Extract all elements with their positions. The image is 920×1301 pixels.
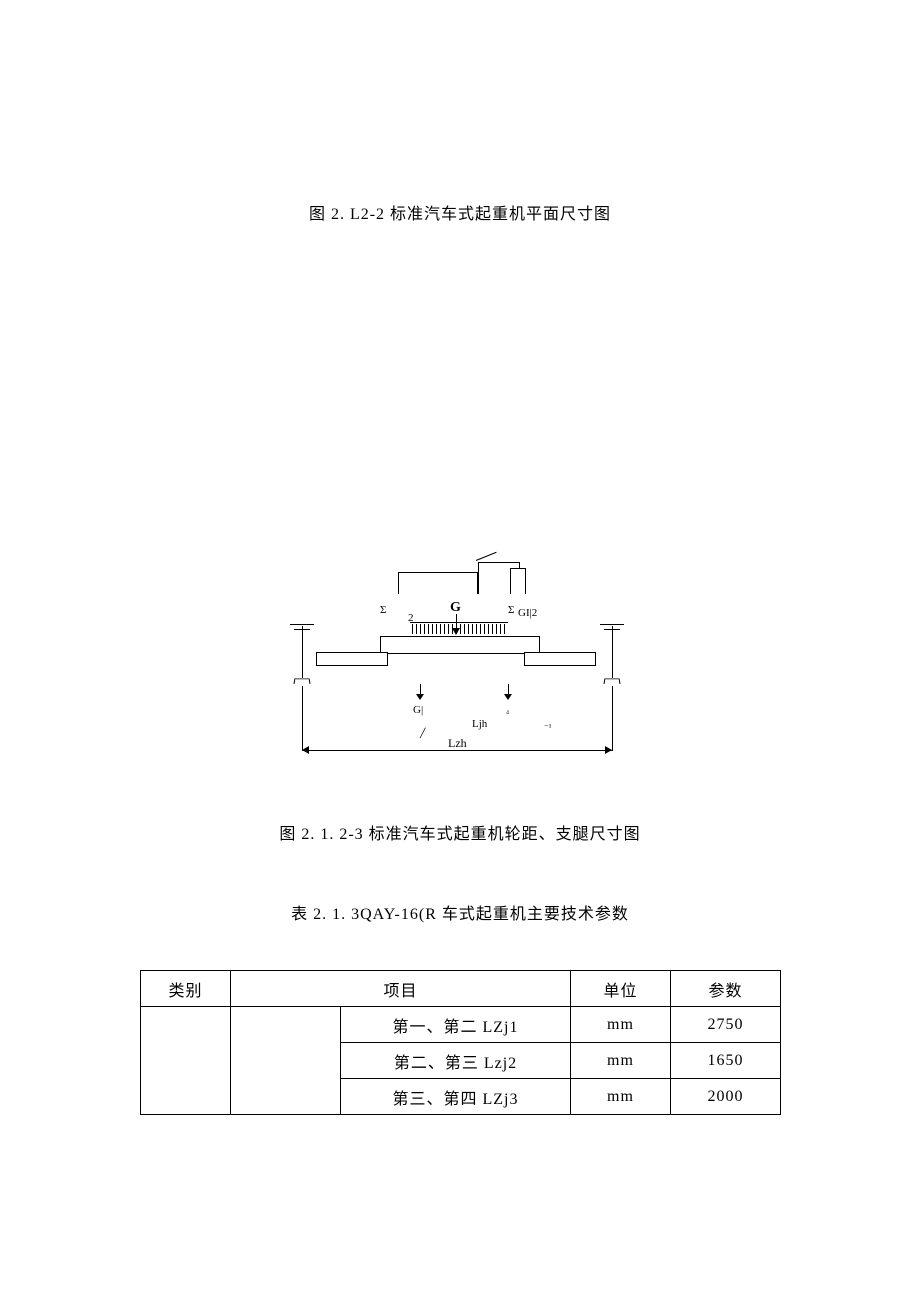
- parameter-table: 类别 项目 单位 参数 第一、第二 LZj1 mm 2750 第二、第三 Lzj…: [140, 970, 781, 1115]
- ljh-left-tick: ╱: [420, 728, 425, 739]
- lzh-left-arrow-icon: [302, 746, 309, 754]
- arrow-gi-head-icon: [416, 694, 424, 700]
- jack-right-foot-icon: [603, 678, 620, 683]
- th-category: 类别: [141, 971, 231, 1007]
- parameter-table-wrap: 类别 项目 单位 参数 第一、第二 LZj1 mm 2750 第二、第三 Lzj…: [140, 970, 781, 1115]
- outrigger-left: [316, 652, 388, 666]
- lzh-right-ext: [612, 686, 613, 750]
- hatch-top: [410, 622, 508, 623]
- cell-param-2: 1650: [671, 1043, 781, 1079]
- arrow-r-head-icon: [504, 694, 512, 700]
- sigma-left-icon: Σ: [380, 604, 386, 616]
- diagram-tick-r: ₄: [506, 704, 509, 714]
- diagram-label-GI2: GI|2: [518, 607, 537, 619]
- lzh-left-ext: [302, 686, 303, 750]
- th-item: 项目: [231, 971, 571, 1007]
- cell-param-1: 2750: [671, 1007, 781, 1043]
- figure-caption-2: 图 2. 1. 2-3 标准汽车式起重机轮距、支腿尺寸图: [0, 820, 920, 844]
- jack-left-shaft: [302, 626, 303, 678]
- cell-item-outer-merged: [231, 1007, 341, 1115]
- jack-right-shaft: [612, 626, 613, 678]
- cell-item-3: 第三、第四 LZj3: [341, 1079, 571, 1115]
- cell-item-2: 第二、第三 Lzj2: [341, 1043, 571, 1079]
- cell-category-merged: [141, 1007, 231, 1115]
- crane-diagram: Σ Σ 2 G GI|2 G| ₄ Ljh: [260, 552, 660, 782]
- outrigger-right: [524, 652, 596, 666]
- diagram-canvas: Σ Σ 2 G GI|2 G| ₄ Ljh: [260, 552, 660, 782]
- sigma-right-icon: Σ: [508, 604, 514, 616]
- caption-3-text: 表 2. 1. 3QAY-16(R 车式起重机主要技术参数: [291, 906, 629, 923]
- lzh-right-arrow-icon: [605, 746, 612, 754]
- cell-item-1: 第一、第二 LZj1: [341, 1007, 571, 1043]
- caption-1-text: 图 2. L2-2 标准汽车式起重机平面尺寸图: [309, 206, 611, 223]
- table-row: 类别 项目 单位 参数: [141, 971, 781, 1007]
- jack-left-foot-icon: [293, 678, 310, 683]
- machine-block-3: [510, 568, 526, 594]
- th-unit: 单位: [571, 971, 671, 1007]
- jack-left-head-a: [290, 624, 314, 625]
- diagram-label-Lzh: Lzh: [448, 736, 467, 751]
- diagram-label-GI: G|: [413, 704, 423, 716]
- ljh-right-tick: ⁻¹: [544, 722, 551, 733]
- th-param: 参数: [671, 971, 781, 1007]
- hatch-row: [412, 624, 506, 634]
- machine-slant: [476, 552, 497, 561]
- jack-right-head-a: [600, 624, 624, 625]
- diagram-label-Ljh: Ljh: [472, 718, 487, 730]
- table-caption: 表 2. 1. 3QAY-16(R 车式起重机主要技术参数: [0, 900, 920, 924]
- caption-2-text: 图 2. 1. 2-3 标准汽车式起重机轮距、支腿尺寸图: [279, 826, 640, 843]
- cell-param-3: 2000: [671, 1079, 781, 1115]
- machine-block-1: [398, 572, 478, 594]
- jack-right-head-b: [604, 629, 620, 630]
- cell-unit-1: mm: [571, 1007, 671, 1043]
- jack-left-head-b: [294, 629, 310, 630]
- chassis-plate: [380, 636, 540, 654]
- table-row: 第一、第二 LZj1 mm 2750: [141, 1007, 781, 1043]
- cell-unit-2: mm: [571, 1043, 671, 1079]
- figure-caption-1: 图 2. L2-2 标准汽车式起重机平面尺寸图: [0, 200, 920, 224]
- cell-unit-3: mm: [571, 1079, 671, 1115]
